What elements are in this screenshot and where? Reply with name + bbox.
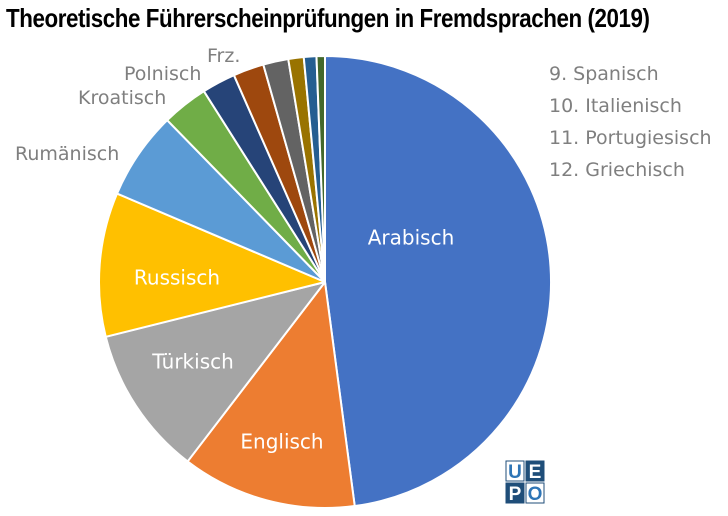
logo-letter-p: P bbox=[509, 484, 522, 505]
slice-label-rumanisch: Rumänisch bbox=[15, 143, 119, 165]
pie-slice-arabisch bbox=[324, 55, 553, 508]
legend-item-italienisch: 10. Italienisch bbox=[549, 95, 682, 117]
logo-tile-p bbox=[505, 482, 525, 504]
legend-item-portugiesisch: 11. Portugiesisch bbox=[549, 127, 712, 149]
slice-label-frz: Frz. bbox=[207, 45, 240, 67]
slice-label-polnisch: Polnisch bbox=[124, 63, 201, 85]
legend-item-spanisch: 9. Spanisch bbox=[549, 63, 659, 85]
slice-label-kroatisch: Kroatisch bbox=[78, 87, 166, 109]
logo-tile-o bbox=[525, 482, 545, 504]
slice-labels: Arabisch Englisch Türkisch Russisch Rumänisc… bbox=[15, 45, 454, 454]
pie-slice-griechisch bbox=[315, 54, 326, 283]
logo-letter-e: E bbox=[529, 462, 542, 483]
logo-letter-o: O bbox=[528, 484, 543, 505]
logo-tile-e bbox=[525, 460, 545, 482]
logo-tile-u bbox=[505, 460, 525, 482]
pie-slice-turkisch bbox=[104, 281, 326, 463]
pie-slices bbox=[98, 54, 553, 509]
uepo-logo: U E P O bbox=[505, 460, 545, 505]
pie-slice-englisch bbox=[186, 281, 356, 509]
pie-slice-russisch bbox=[98, 192, 326, 338]
chart-legend: 9. Spanisch 10. Italienisch 11. Portugiesi… bbox=[549, 63, 712, 181]
slice-label-turkisch: Türkisch bbox=[151, 350, 234, 374]
legend-item-griechisch: 12. Griechisch bbox=[549, 159, 685, 181]
logo-letter-u: U bbox=[508, 462, 522, 483]
chart-title: Theoretische Führerscheinprüfungen in Fr… bbox=[6, 3, 650, 33]
slice-label-englisch: Englisch bbox=[240, 430, 323, 454]
slice-label-arabisch: Arabisch bbox=[368, 226, 455, 250]
slice-label-russisch: Russisch bbox=[134, 266, 220, 290]
